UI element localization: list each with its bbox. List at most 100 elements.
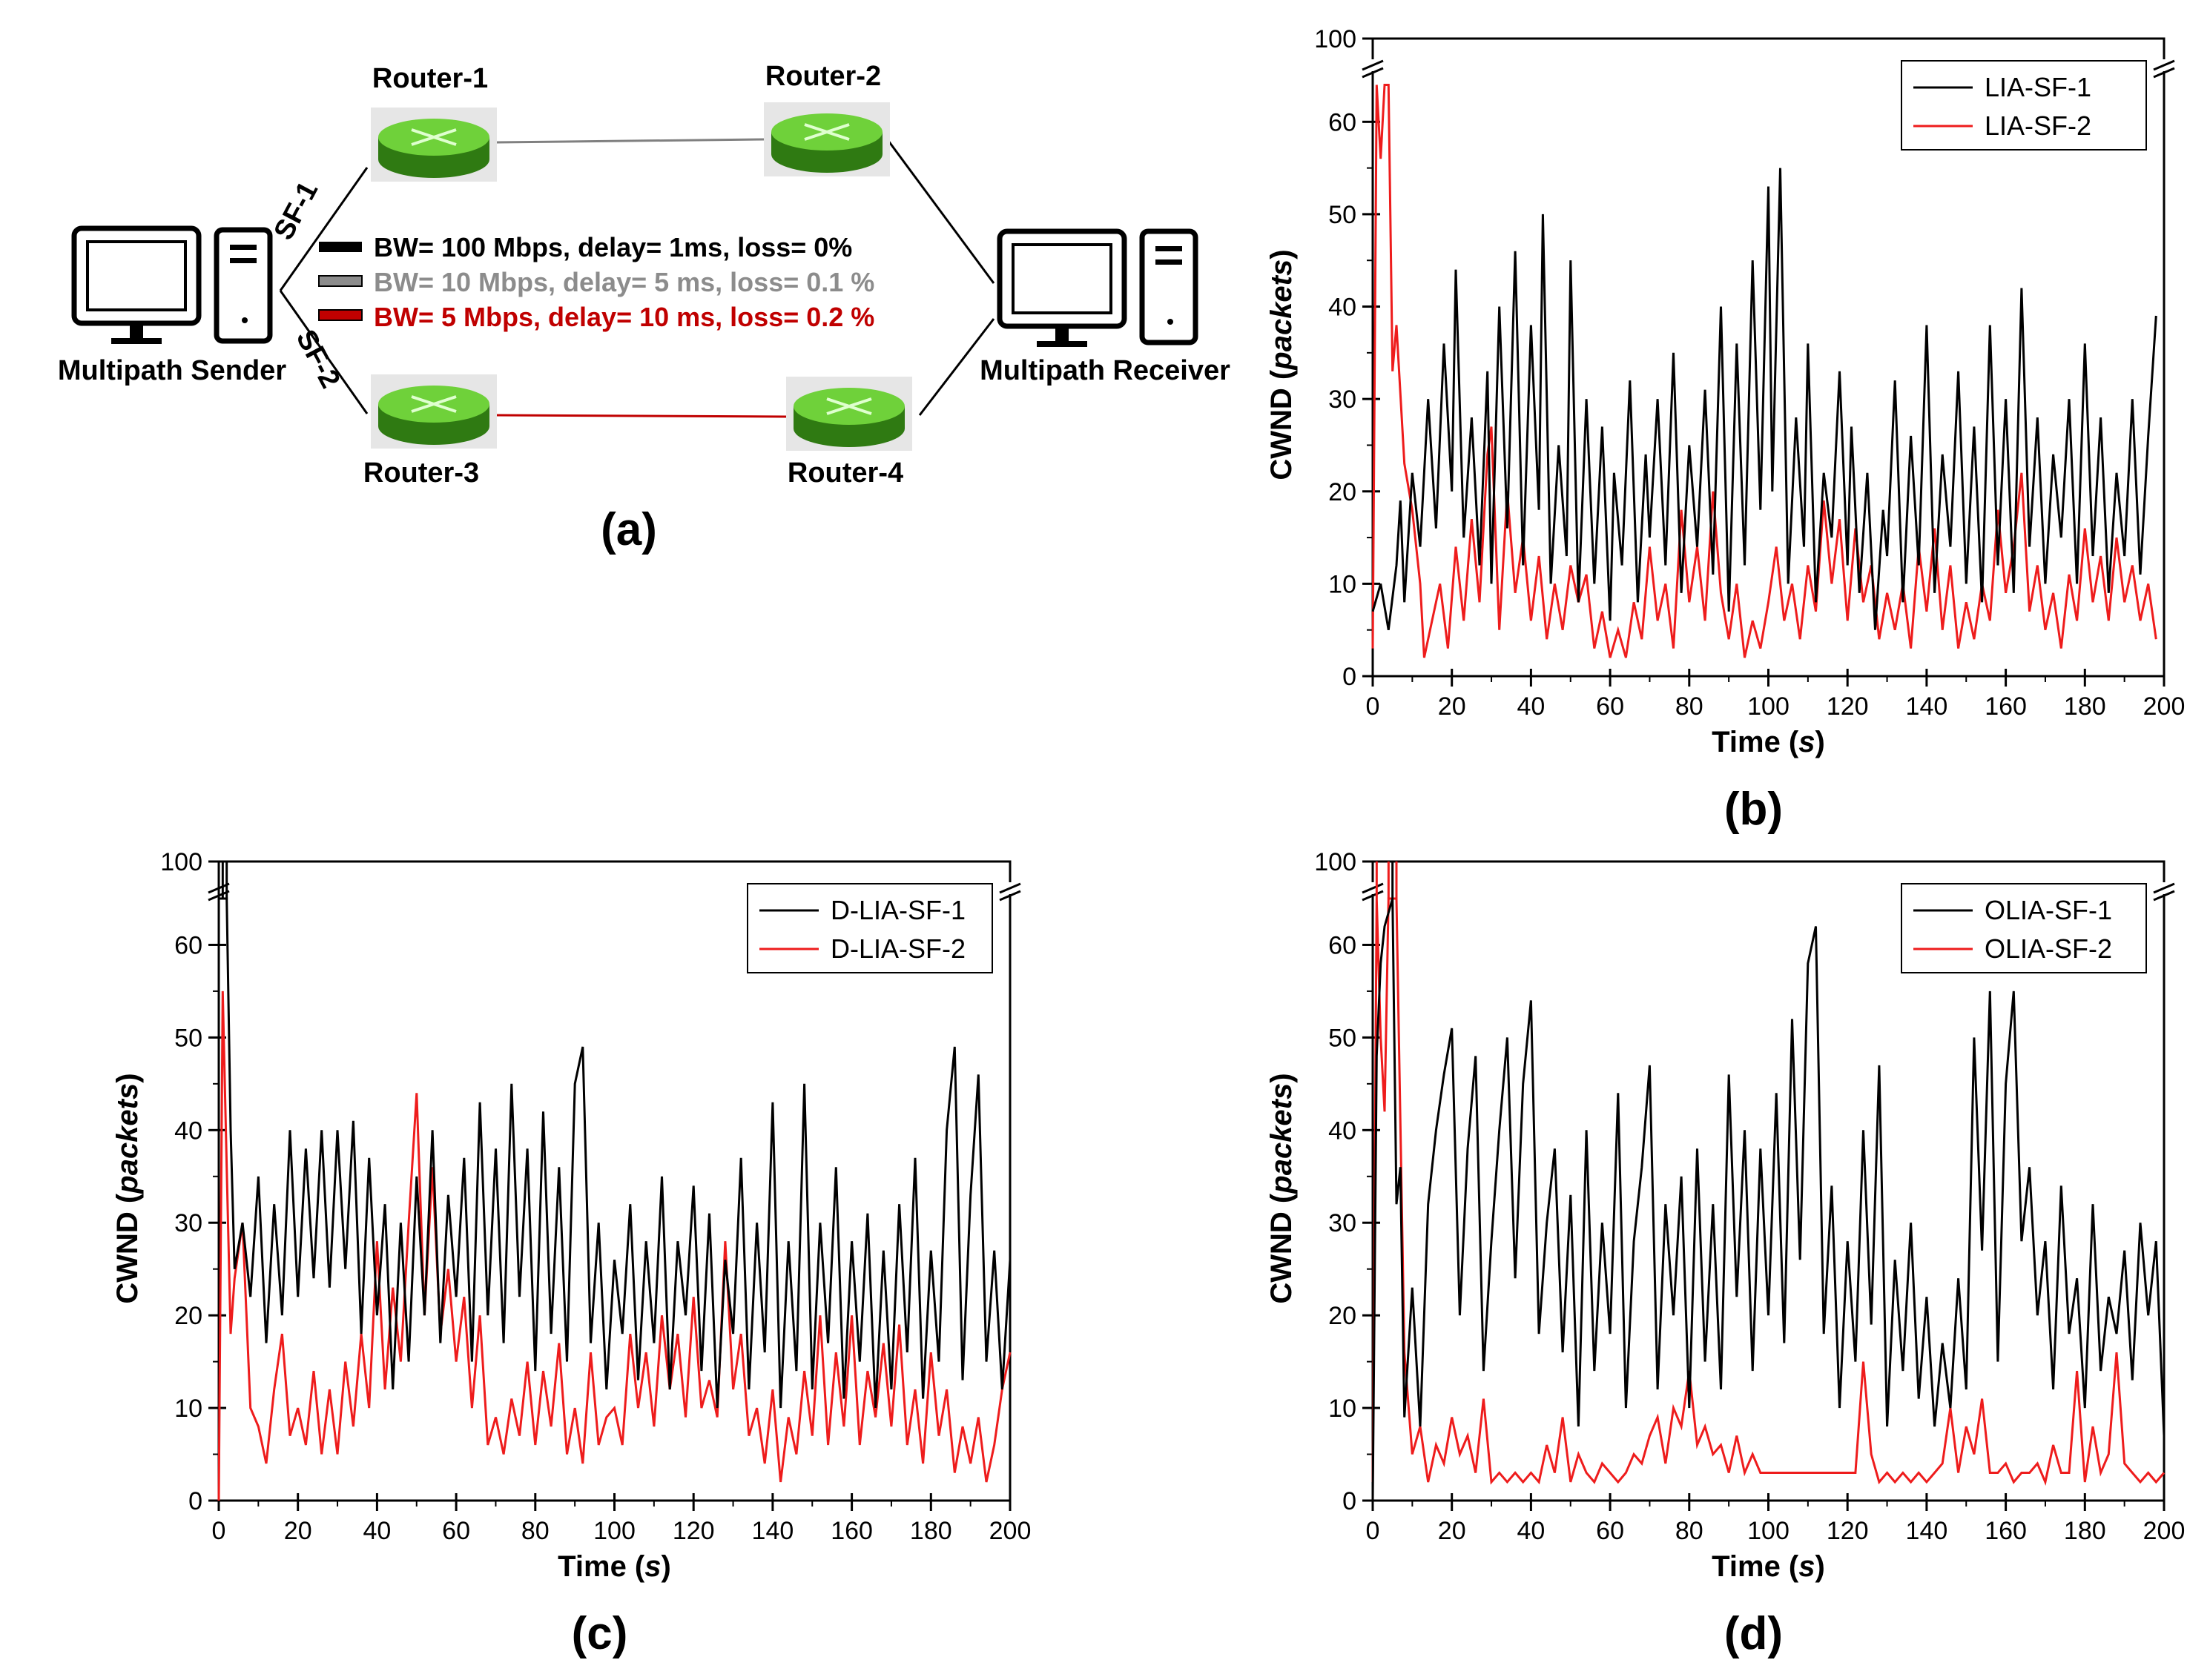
x-tick-label: 80	[521, 1517, 550, 1545]
legend-label: D-LIA-SF-1	[831, 895, 966, 925]
legend-label: LIA-SF-2	[1985, 110, 2091, 141]
y-axis-label-main: CWND (	[111, 1193, 144, 1304]
y-tick-label: 40	[1328, 294, 1356, 322]
y-tick-label: 30	[174, 1209, 202, 1237]
x-axis-label-main: Time (	[558, 1550, 645, 1583]
x-tick-label: 140	[1906, 692, 1948, 721]
axis-break-mark	[999, 890, 1021, 902]
sender-label: Multipath Sender	[58, 355, 286, 386]
x-tick-label: 160	[831, 1517, 873, 1545]
x-axis-label-end: )	[662, 1550, 671, 1583]
y-tick-label: 0	[1342, 663, 1356, 691]
router-1-label: Router-1	[372, 63, 488, 94]
x-tick-label: 60	[1596, 692, 1624, 721]
y-axis-label-end: )	[1265, 249, 1298, 259]
router-2-icon	[764, 102, 890, 176]
sf1-path-label: SF-1	[268, 176, 325, 245]
x-tick-label: 180	[2064, 1517, 2106, 1545]
y-axis-label-main: CWND (	[1265, 369, 1298, 480]
y-tick-label: 0	[1342, 1487, 1356, 1515]
x-tick-label: 20	[1438, 692, 1466, 721]
sender-computer-icon	[71, 225, 273, 344]
network-diagram: Router-1 Router-2 Router-3 Router-4 Mult…	[58, 61, 1230, 555]
x-tick-label: 20	[284, 1517, 312, 1545]
y-tick-label: 50	[1328, 1024, 1356, 1052]
router-1-icon	[371, 108, 497, 182]
legend-label: LIA-SF-1	[1985, 72, 2091, 102]
x-tick-label: 180	[910, 1517, 952, 1545]
y-tick-label: 20	[174, 1302, 202, 1330]
y-tick-label-break: 100	[1314, 25, 1356, 53]
x-tick-label: 100	[593, 1517, 636, 1545]
series-line-d-lia-sf-1	[219, 897, 1012, 1409]
x-tick-label: 60	[442, 1517, 470, 1545]
y-axis-label: CWND (packets)	[1265, 1073, 1298, 1303]
x-tick-label: 120	[1827, 692, 1869, 721]
axis-break-mark	[1362, 890, 1384, 902]
x-tick-label: 80	[1675, 692, 1703, 721]
x-tick-label: 200	[2143, 692, 2186, 721]
y-tick-label: 20	[1328, 1302, 1356, 1330]
y-tick-label: 10	[1328, 1395, 1356, 1423]
x-axis-label-var: s	[1798, 1550, 1815, 1583]
receiver-label: Multipath Receiver	[980, 355, 1230, 386]
x-tick-label: 200	[989, 1517, 1032, 1545]
legend-swatch-100mbps	[319, 242, 362, 252]
link-legend: BW= 100 Mbps, delay= 1ms, loss= 0% BW= 1…	[318, 232, 874, 332]
x-tick-label: 100	[1747, 1517, 1790, 1545]
x-axis-label-end: )	[1815, 1550, 1825, 1583]
caption-c: (c)	[572, 1608, 628, 1659]
router-2-label: Router-2	[765, 61, 881, 92]
y-tick-label-break: 100	[160, 848, 202, 876]
link-router1-router2	[496, 138, 765, 144]
x-tick-label: 40	[1517, 1517, 1545, 1545]
series-line-d-lia-sf-2	[217, 991, 1012, 1501]
caption-a: (a)	[601, 504, 657, 555]
y-tick-label: 10	[1328, 570, 1356, 598]
x-tick-label: 0	[1366, 692, 1380, 721]
router-4-label: Router-4	[788, 457, 903, 489]
axis-break-mark	[1362, 67, 1384, 79]
chart-panel-b: 0 10 20 30 40 50 60 100 0 20 40 60 80 100 120 140 160 180…	[1265, 25, 2185, 835]
x-tick-label: 80	[1675, 1517, 1703, 1545]
caption-d: (d)	[1724, 1608, 1783, 1659]
axis-break-mark	[1362, 882, 1384, 894]
x-tick-label: 140	[1906, 1517, 1948, 1545]
x-tick-label: 0	[1366, 1517, 1380, 1545]
x-tick-label: 60	[1596, 1517, 1624, 1545]
y-tick-label: 30	[1328, 1209, 1356, 1237]
axis-break-mark	[999, 882, 1021, 894]
axis-break-mark	[2153, 67, 2175, 79]
axis-break-mark	[2153, 882, 2175, 894]
link-router2-receiver	[885, 137, 995, 284]
sf2-path-label: SF-2	[290, 325, 346, 393]
x-tick-label: 40	[1517, 692, 1545, 721]
axis-break-mark	[1362, 59, 1384, 71]
y-tick-label: 10	[174, 1395, 202, 1423]
y-axis-label-end: )	[111, 1073, 144, 1082]
link-router3-router4	[496, 414, 787, 418]
y-axis-label: CWND (packets)	[111, 1073, 144, 1303]
legend-label: OLIA-SF-1	[1985, 895, 2112, 925]
router-3-icon	[371, 374, 497, 449]
x-tick-label: 140	[752, 1517, 794, 1545]
link-sender-router1	[279, 167, 369, 291]
x-tick-label: 120	[1827, 1517, 1869, 1545]
link-router4-receiver	[918, 318, 995, 416]
x-tick-label: 160	[1985, 1517, 2027, 1545]
x-axis-label-main: Time (	[1712, 1550, 1799, 1583]
series-line-olia-sf-2	[1371, 897, 2166, 1486]
chart-panel-c: 0 10 20 30 40 50 60 100 0 20 40 60 80 100 120 140 160 180…	[111, 848, 1031, 1659]
x-tick-label: 160	[1985, 692, 2027, 721]
chart-panel-d: 0 10 20 30 40 50 60 100 0 20 40 60 80 100 120 140 160 180…	[1265, 848, 2185, 1659]
y-tick-label: 60	[174, 931, 202, 959]
y-tick-label: 50	[174, 1024, 202, 1052]
x-tick-label: 40	[363, 1517, 391, 1545]
legend-box	[747, 883, 993, 973]
legend-box	[1901, 883, 2147, 973]
y-axis-label-main: CWND (	[1265, 1193, 1298, 1304]
y-tick-label: 30	[1328, 386, 1356, 414]
link-sender-router3	[279, 290, 369, 414]
legend-label: OLIA-SF-2	[1985, 933, 2112, 964]
x-axis-label: Time (s)	[1712, 1550, 1825, 1583]
